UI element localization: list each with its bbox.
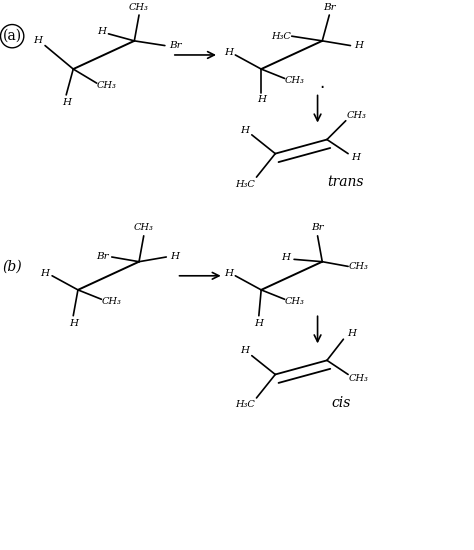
Text: H: H (281, 254, 290, 262)
Text: H: H (255, 319, 264, 328)
Text: CH₃: CH₃ (134, 223, 154, 232)
Text: H: H (224, 48, 233, 57)
Text: Br: Br (311, 223, 324, 232)
Text: H: H (240, 125, 249, 135)
Text: (b): (b) (2, 260, 22, 273)
Text: Br: Br (96, 251, 109, 261)
Text: CH₃: CH₃ (129, 3, 149, 12)
Text: H: H (347, 328, 356, 338)
Text: .: . (319, 74, 325, 92)
Text: H: H (69, 319, 78, 328)
Text: H: H (97, 27, 106, 36)
Text: trans: trans (328, 175, 364, 189)
Text: Br: Br (323, 3, 336, 12)
Text: CH₃: CH₃ (349, 262, 369, 271)
Text: (a): (a) (2, 29, 22, 43)
Text: H₃C: H₃C (235, 400, 255, 410)
Text: H: H (41, 269, 50, 278)
Text: H: H (257, 95, 266, 104)
Text: H: H (170, 251, 179, 261)
Text: H₃C: H₃C (271, 32, 291, 41)
Text: H: H (352, 153, 361, 162)
Text: CH₃: CH₃ (102, 297, 122, 306)
Text: CH₃: CH₃ (284, 76, 304, 85)
Text: CH₃: CH₃ (96, 81, 116, 90)
Text: H: H (224, 269, 233, 278)
Text: H: H (240, 346, 249, 355)
Text: H: H (34, 36, 43, 45)
Text: cis: cis (331, 395, 351, 410)
Text: H: H (62, 98, 71, 107)
Text: CH₃: CH₃ (285, 297, 305, 306)
Text: CH₃: CH₃ (346, 111, 366, 119)
Text: H: H (355, 41, 364, 50)
Text: Br: Br (169, 41, 182, 50)
Text: H₃C: H₃C (235, 180, 255, 189)
Text: CH₃: CH₃ (349, 373, 369, 383)
